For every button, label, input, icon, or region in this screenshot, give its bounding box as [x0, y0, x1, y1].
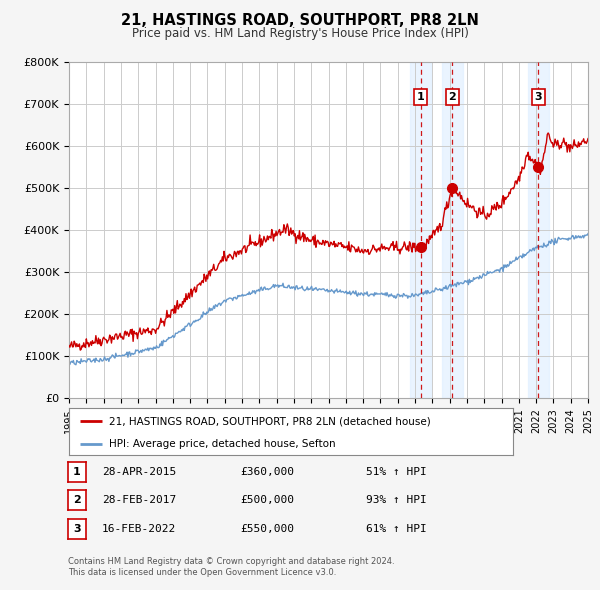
- Text: £500,000: £500,000: [240, 496, 294, 505]
- Text: 1: 1: [73, 467, 80, 477]
- Bar: [442, 62, 463, 398]
- Text: HPI: Average price, detached house, Sefton: HPI: Average price, detached house, Seft…: [109, 439, 335, 448]
- Text: This data is licensed under the Open Government Licence v3.0.: This data is licensed under the Open Gov…: [68, 568, 336, 577]
- Bar: [410, 62, 431, 398]
- Text: 51% ↑ HPI: 51% ↑ HPI: [366, 467, 427, 477]
- Text: £550,000: £550,000: [240, 524, 294, 533]
- Text: Price paid vs. HM Land Registry's House Price Index (HPI): Price paid vs. HM Land Registry's House …: [131, 27, 469, 40]
- Text: 28-FEB-2017: 28-FEB-2017: [102, 496, 176, 505]
- Bar: [528, 62, 548, 398]
- Text: 2: 2: [448, 92, 456, 102]
- Text: 1: 1: [416, 92, 424, 102]
- Text: 21, HASTINGS ROAD, SOUTHPORT, PR8 2LN (detached house): 21, HASTINGS ROAD, SOUTHPORT, PR8 2LN (d…: [109, 417, 431, 427]
- Text: 28-APR-2015: 28-APR-2015: [102, 467, 176, 477]
- Text: 61% ↑ HPI: 61% ↑ HPI: [366, 524, 427, 533]
- Text: 3: 3: [535, 92, 542, 102]
- Text: 2: 2: [73, 496, 80, 505]
- Text: £360,000: £360,000: [240, 467, 294, 477]
- Text: 21, HASTINGS ROAD, SOUTHPORT, PR8 2LN: 21, HASTINGS ROAD, SOUTHPORT, PR8 2LN: [121, 13, 479, 28]
- Text: 16-FEB-2022: 16-FEB-2022: [102, 524, 176, 533]
- Text: 93% ↑ HPI: 93% ↑ HPI: [366, 496, 427, 505]
- Text: 3: 3: [73, 524, 80, 533]
- Text: Contains HM Land Registry data © Crown copyright and database right 2024.: Contains HM Land Registry data © Crown c…: [68, 557, 394, 566]
